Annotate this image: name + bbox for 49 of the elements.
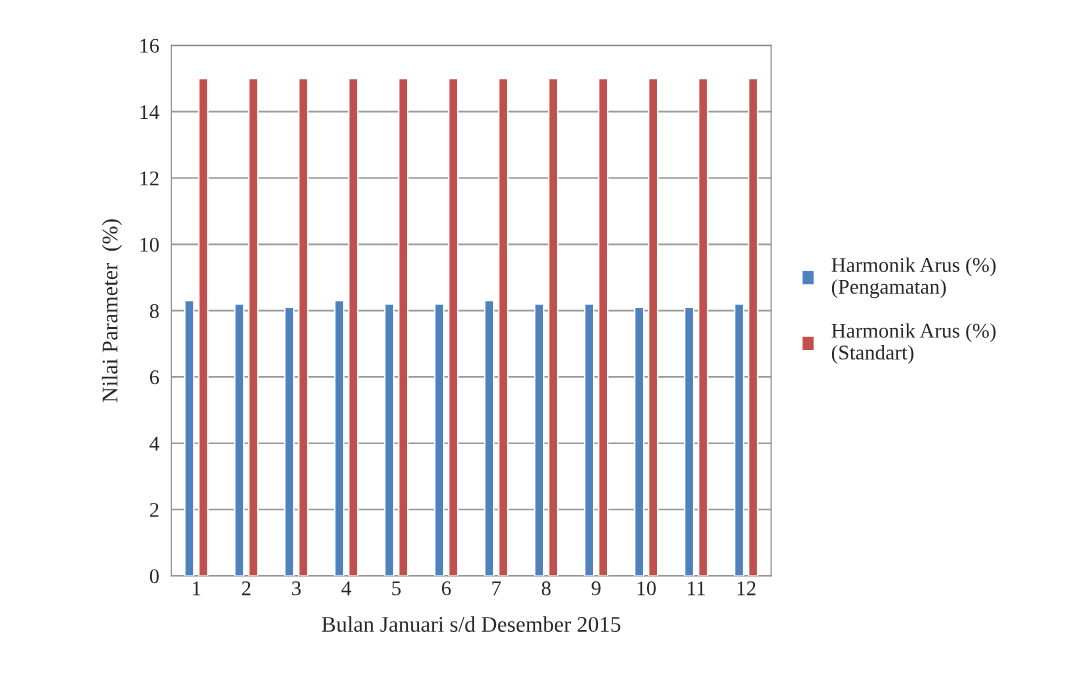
x-tick-label: 10 bbox=[637, 581, 656, 596]
x-tick-label: 8 bbox=[541, 581, 551, 596]
bar bbox=[184, 299, 195, 576]
y-axis-title: Nilai Parameter (%) bbox=[101, 219, 123, 403]
bar bbox=[498, 77, 509, 576]
y-tick-label: 12 bbox=[140, 171, 159, 186]
y-tick-label: 0 bbox=[149, 569, 159, 584]
x-tick-label: 12 bbox=[737, 581, 756, 596]
bar bbox=[198, 77, 209, 576]
x-tick-label: 4 bbox=[341, 581, 352, 596]
bar bbox=[434, 303, 445, 576]
bar bbox=[348, 77, 359, 576]
y-tick-label: 8 bbox=[149, 303, 159, 319]
x-tick-label: 9 bbox=[591, 581, 601, 596]
bar bbox=[597, 77, 609, 576]
bar bbox=[384, 303, 395, 576]
x-tick-label: 11 bbox=[687, 581, 705, 596]
x-tick-label: 7 bbox=[492, 581, 501, 596]
bar bbox=[747, 77, 759, 576]
bar bbox=[448, 77, 459, 576]
x-axis-title: Bulan Januari s/d Desember 2015 bbox=[321, 616, 621, 632]
y-tick-label: 6 bbox=[150, 370, 159, 385]
bar bbox=[697, 77, 709, 576]
bar bbox=[583, 303, 595, 576]
y-tick-label: 16 bbox=[140, 38, 159, 53]
x-tick-label: 2 bbox=[242, 581, 251, 596]
y-tick-label: 14 bbox=[140, 105, 160, 119]
bar bbox=[633, 306, 645, 576]
bar bbox=[647, 77, 659, 576]
bar bbox=[548, 77, 559, 576]
bar bbox=[284, 306, 295, 576]
bar bbox=[334, 299, 345, 576]
bar bbox=[234, 303, 245, 576]
x-tick-label: 1 bbox=[192, 581, 201, 596]
legend-label: Harmonik Arus (%) (Standart) bbox=[831, 323, 996, 364]
bar bbox=[683, 306, 695, 576]
bar bbox=[484, 299, 495, 576]
bar bbox=[298, 77, 309, 576]
x-tick-label: 3 bbox=[292, 581, 301, 596]
bar bbox=[733, 303, 745, 576]
x-tick-label: 6 bbox=[441, 581, 451, 596]
bar bbox=[398, 77, 409, 576]
y-tick-label: 4 bbox=[149, 436, 160, 451]
y-tick-label: 2 bbox=[150, 502, 159, 517]
y-tick-label: 10 bbox=[140, 237, 159, 252]
legend-label: Harmonik Arus (%) (Pengamatan) bbox=[831, 257, 996, 299]
x-tick-label: 5 bbox=[392, 581, 401, 596]
bar bbox=[534, 303, 545, 576]
bar bbox=[248, 77, 259, 576]
